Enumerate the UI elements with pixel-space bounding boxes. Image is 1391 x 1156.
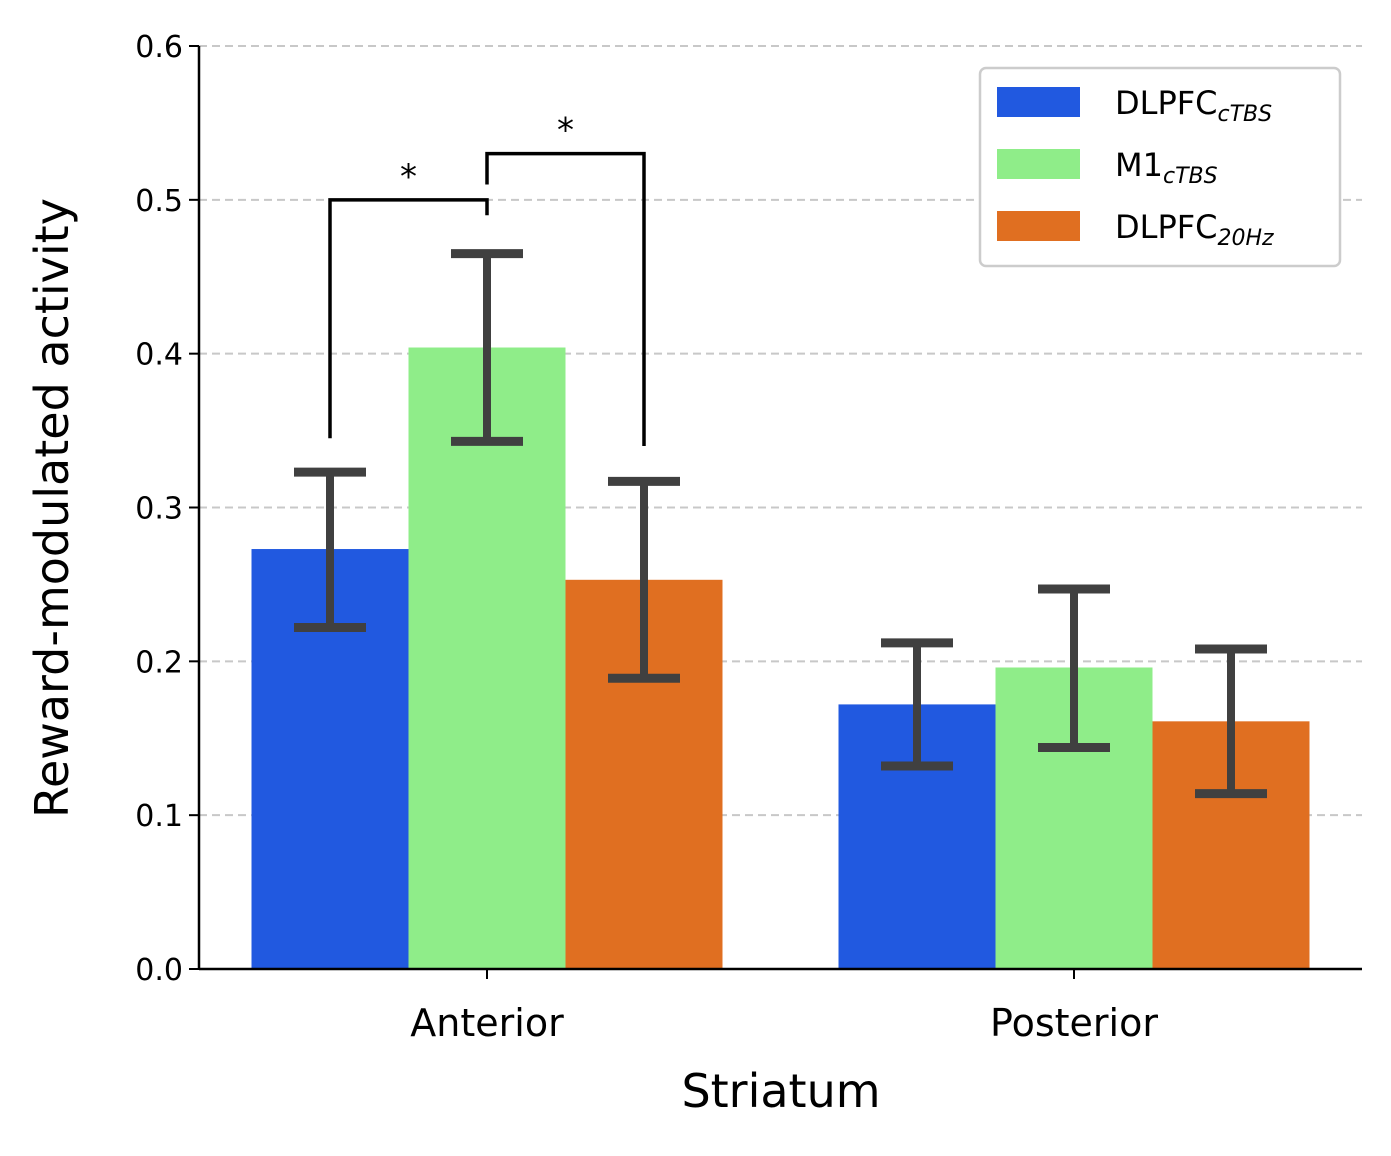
y-tick-label: 0.2 — [135, 645, 183, 680]
y-tick-label: 0.1 — [135, 799, 183, 834]
legend-label: DLPFCcTBS — [1115, 84, 1272, 127]
y-tick-label: 0.0 — [135, 953, 183, 988]
bracket-line — [328, 198, 489, 439]
legend-label-subscript: cTBS — [1218, 102, 1273, 127]
axes — [189, 45, 1362, 979]
x-axis-title: Striatum — [681, 1064, 880, 1118]
legend-swatch — [997, 149, 1080, 179]
legend-label-main: DLPFC — [1115, 84, 1218, 122]
significance-star: * — [557, 111, 574, 151]
significance-star: * — [400, 157, 417, 197]
legend-swatch — [997, 87, 1080, 117]
bars — [251, 347, 1310, 970]
significance-bracket: * — [328, 157, 489, 439]
error-bar — [881, 638, 953, 771]
legend-label-subscript: 20Hz — [1218, 226, 1275, 251]
y-tick-label: 0.5 — [135, 184, 183, 219]
x-tick-label: Posterior — [990, 1001, 1158, 1045]
significance-bracket: * — [485, 111, 646, 446]
legend-label: DLPFC20Hz — [1115, 208, 1274, 251]
legend-item: DLPFCcTBS — [997, 84, 1272, 127]
legend-item: M1cTBS — [997, 146, 1218, 189]
bar — [408, 347, 566, 970]
legend-label: M1cTBS — [1115, 146, 1218, 189]
legend-swatch — [997, 211, 1080, 241]
error-bars — [294, 249, 1267, 799]
y-tick-label: 0.3 — [135, 492, 183, 527]
y-tick-label: 0.6 — [135, 30, 183, 65]
y-axis-title: Reward-modulated activity — [25, 198, 79, 818]
bracket-line — [485, 151, 646, 446]
legend-item: DLPFC20Hz — [997, 208, 1274, 251]
legend-label-main: DLPFC — [1115, 208, 1218, 246]
legend-label-subscript: cTBS — [1163, 164, 1218, 189]
y-tick-label: 0.4 — [135, 338, 183, 373]
legend-label-main: M1 — [1115, 146, 1163, 184]
error-bar — [1038, 584, 1110, 752]
error-bar — [1195, 644, 1267, 799]
x-tick-label: Anterior — [410, 1001, 564, 1045]
error-bar — [294, 467, 366, 632]
tick-labels: 0.0 0.1 0.2 0.3 0.4 0.5 0.6 Anterior Posterior — [135, 30, 1158, 1045]
error-bar — [608, 476, 680, 683]
error-bar — [451, 249, 523, 446]
significance-annotations: ** — [328, 111, 646, 446]
